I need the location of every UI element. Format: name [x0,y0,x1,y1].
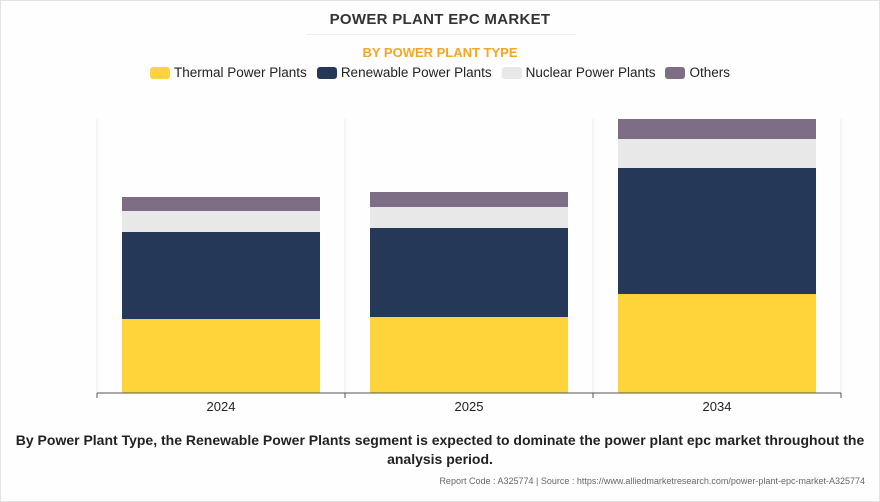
legend-item: Nuclear Power Plants [501,65,656,80]
legend-label: Renewable Power Plants [340,65,492,80]
bar-segment [618,294,816,393]
legend-label: Thermal Power Plants [174,65,307,80]
legend-swatch [150,66,170,79]
bar-segment [122,211,320,232]
legend-label: Others [689,65,730,80]
bar-segment [618,139,816,168]
bar-segment [122,319,320,393]
chart-subtitle: BY POWER PLANT TYPE [362,45,518,60]
legend: Thermal Power Plants Renewable Power Plan… [1,65,879,80]
bar-segment [122,232,320,319]
bar-segment [370,317,568,393]
x-tick-label: 2034 [703,399,732,414]
legend-label: Nuclear Power Plants [525,65,656,80]
bar-segment [370,207,568,228]
title-divider [306,34,576,35]
bar-segment [370,192,568,207]
legend-item: Thermal Power Plants [150,65,307,80]
x-tick-label: 2024 [207,399,236,414]
plot-area: 2024 2025 2034 [96,119,842,414]
footer-source: Report Code : A325774 | Source : https:/… [439,476,865,486]
caption: By Power Plant Type, the Renewable Power… [15,432,865,467]
legend-swatch [316,66,337,79]
x-tick-label: 2025 [455,399,484,414]
bar-segment [370,228,568,317]
legend-item: Renewable Power Plants [316,65,492,80]
bar-segment [618,168,816,294]
bar-segment [618,119,816,139]
bar-segment [122,197,320,211]
legend-swatch [501,66,522,79]
legend-swatch [665,66,686,79]
chart-title: POWER PLANT EPC MARKET [329,11,551,28]
legend-item: Others [665,65,730,80]
